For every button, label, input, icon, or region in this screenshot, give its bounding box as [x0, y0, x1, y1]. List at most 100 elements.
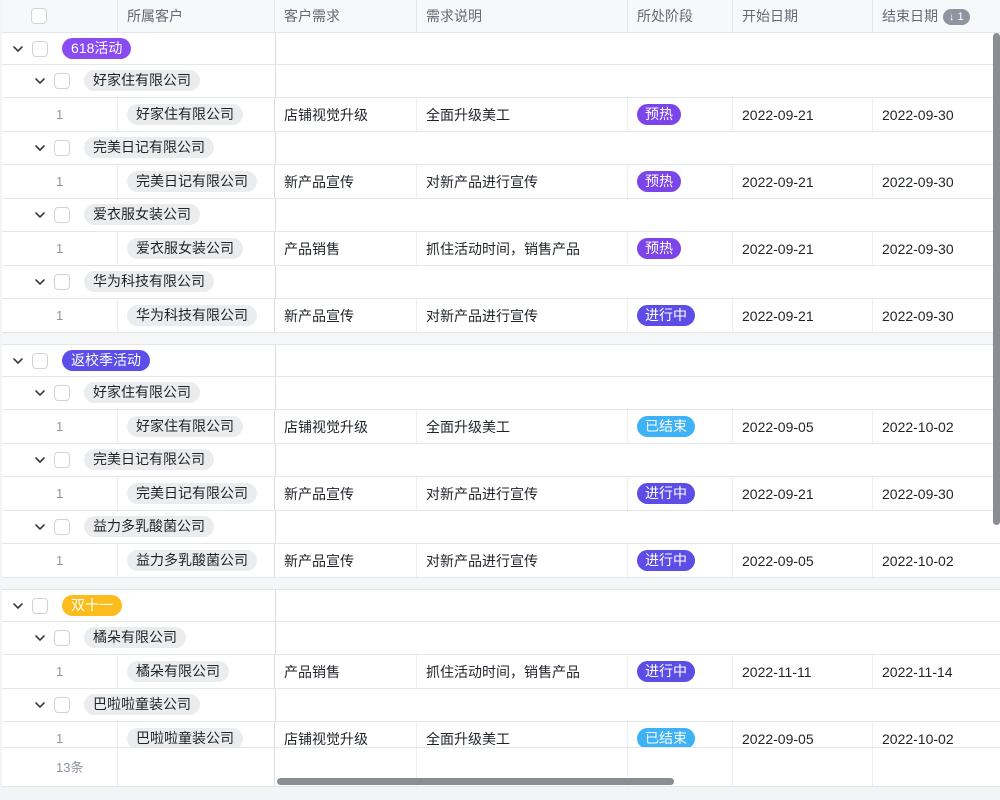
- demand-cell[interactable]: 店铺视觉升级: [275, 722, 417, 755]
- start-date-cell[interactable]: 2022-09-21: [733, 299, 873, 332]
- group-checkbox[interactable]: [32, 598, 48, 614]
- customer-cell[interactable]: 巴啦啦童装公司: [118, 722, 275, 755]
- demand-cell[interactable]: 产品销售: [275, 655, 417, 688]
- chevron-down-icon[interactable]: [33, 275, 47, 289]
- demand-cell[interactable]: 产品销售: [275, 232, 417, 265]
- horizontal-scrollbar[interactable]: [277, 778, 674, 785]
- vertical-scrollbar[interactable]: [993, 33, 1000, 525]
- chevron-down-icon[interactable]: [33, 698, 47, 712]
- description-text: 对新产品进行宣传: [426, 553, 538, 569]
- demand-cell[interactable]: 新产品宣传: [275, 299, 417, 332]
- chevron-down-icon[interactable]: [33, 520, 47, 534]
- stage-cell[interactable]: 进行中: [628, 544, 733, 577]
- description-cell[interactable]: 全面升级美工: [417, 410, 628, 443]
- customer-cell[interactable]: 完美日记有限公司: [118, 165, 275, 198]
- start-date-cell[interactable]: 2022-09-05: [733, 722, 873, 755]
- chevron-down-icon[interactable]: [11, 354, 25, 368]
- subgroup-checkbox[interactable]: [54, 697, 70, 713]
- select-all-checkbox[interactable]: [31, 8, 47, 24]
- description-cell[interactable]: 对新产品进行宣传: [417, 299, 628, 332]
- chevron-down-icon[interactable]: [33, 141, 47, 155]
- description-text: 对新产品进行宣传: [426, 174, 538, 190]
- chevron-down-icon[interactable]: [33, 74, 47, 88]
- description-cell[interactable]: 抓住活动时间，销售产品: [417, 655, 628, 688]
- customer-cell[interactable]: 华为科技有限公司: [118, 299, 275, 332]
- stage-cell[interactable]: 已结束: [628, 722, 733, 755]
- chevron-down-icon[interactable]: [11, 599, 25, 613]
- table-row[interactable]: 1 完美日记有限公司 新产品宣传 对新产品进行宣传 预热 2022-09-21 2022-0…: [2, 165, 1000, 199]
- subgroup-checkbox[interactable]: [54, 452, 70, 468]
- demand-cell[interactable]: 店铺视觉升级: [275, 410, 417, 443]
- stage-cell[interactable]: 进行中: [628, 477, 733, 510]
- demand-cell[interactable]: 店铺视觉升级: [275, 98, 417, 131]
- header-demand[interactable]: 客户需求: [275, 0, 417, 33]
- end-date-cell[interactable]: 2022-10-02: [873, 410, 1000, 443]
- description-cell[interactable]: 对新产品进行宣传: [417, 165, 628, 198]
- table-row[interactable]: 1 完美日记有限公司 新产品宣传 对新产品进行宣传 进行中 2022-09-21 2022-…: [2, 477, 1000, 511]
- stage-cell[interactable]: 预热: [628, 98, 733, 131]
- stage-cell[interactable]: 进行中: [628, 655, 733, 688]
- end-date-cell[interactable]: 2022-10-02: [873, 722, 1000, 755]
- stage-cell[interactable]: 预热: [628, 232, 733, 265]
- stage-cell[interactable]: 已结束: [628, 410, 733, 443]
- start-date-cell[interactable]: 2022-09-05: [733, 544, 873, 577]
- demand-cell[interactable]: 新产品宣传: [275, 165, 417, 198]
- table-row[interactable]: 1 好家住有限公司 店铺视觉升级 全面升级美工 已结束 2022-09-05 2022-10…: [2, 410, 1000, 444]
- customer-cell[interactable]: 橘朵有限公司: [118, 655, 275, 688]
- subgroup-checkbox[interactable]: [54, 274, 70, 290]
- subgroup-checkbox[interactable]: [54, 207, 70, 223]
- chevron-down-icon[interactable]: [33, 453, 47, 467]
- chevron-down-icon[interactable]: [33, 208, 47, 222]
- table-row[interactable]: 1 华为科技有限公司 新产品宣传 对新产品进行宣传 进行中 2022-09-21 2022-…: [2, 299, 1000, 333]
- customer-cell[interactable]: 爱衣服女装公司: [118, 232, 275, 265]
- customer-cell[interactable]: 完美日记有限公司: [118, 477, 275, 510]
- subgroup-checkbox[interactable]: [54, 73, 70, 89]
- subgroup-checkbox[interactable]: [54, 519, 70, 535]
- description-cell[interactable]: 全面升级美工: [417, 98, 628, 131]
- group-checkbox[interactable]: [32, 41, 48, 57]
- table-row[interactable]: 1 爱衣服女装公司 产品销售 抓住活动时间，销售产品 预热 2022-09-21 2022-…: [2, 232, 1000, 266]
- table-row[interactable]: 1 好家住有限公司 店铺视觉升级 全面升级美工 预热 2022-09-21 2022-09-…: [2, 98, 1000, 132]
- start-date-cell[interactable]: 2022-11-11: [733, 655, 873, 688]
- subgroup-checkbox[interactable]: [54, 630, 70, 646]
- stage-cell[interactable]: 预热: [628, 165, 733, 198]
- group-tag: 返校季活动: [62, 350, 150, 371]
- header-customer[interactable]: 所属客户: [118, 0, 275, 33]
- chevron-down-icon[interactable]: [33, 386, 47, 400]
- end-date-cell[interactable]: 2022-11-14: [873, 655, 1000, 688]
- chevron-down-icon[interactable]: [33, 631, 47, 645]
- start-date-cell[interactable]: 2022-09-05: [733, 410, 873, 443]
- table-row[interactable]: 1 益力多乳酸菌公司 新产品宣传 对新产品进行宣传 进行中 2022-09-05 2022-…: [2, 544, 1000, 578]
- description-cell[interactable]: 全面升级美工: [417, 722, 628, 755]
- demand-cell[interactable]: 新产品宣传: [275, 477, 417, 510]
- end-date-cell[interactable]: 2022-09-30: [873, 165, 1000, 198]
- header-end-date[interactable]: 结束日期 ↓ 1: [873, 0, 1000, 33]
- stage-cell[interactable]: 进行中: [628, 299, 733, 332]
- start-date-cell[interactable]: 2022-09-21: [733, 232, 873, 265]
- start-date-cell[interactable]: 2022-09-21: [733, 165, 873, 198]
- customer-cell[interactable]: 益力多乳酸菌公司: [118, 544, 275, 577]
- header-stage[interactable]: 所处阶段: [628, 0, 733, 33]
- group-checkbox[interactable]: [32, 353, 48, 369]
- customer-cell[interactable]: 好家住有限公司: [118, 410, 275, 443]
- row-index-cell: 1: [2, 299, 118, 332]
- subgroup-checkbox[interactable]: [54, 140, 70, 156]
- end-date-cell[interactable]: 2022-09-30: [873, 232, 1000, 265]
- end-date-cell[interactable]: 2022-09-30: [873, 299, 1000, 332]
- start-date-cell[interactable]: 2022-09-21: [733, 98, 873, 131]
- description-cell[interactable]: 对新产品进行宣传: [417, 477, 628, 510]
- end-date-cell[interactable]: 2022-10-02: [873, 544, 1000, 577]
- chevron-down-icon[interactable]: [11, 42, 25, 56]
- customer-cell[interactable]: 好家住有限公司: [118, 98, 275, 131]
- sort-descending-badge[interactable]: ↓ 1: [943, 9, 970, 25]
- description-cell[interactable]: 对新产品进行宣传: [417, 544, 628, 577]
- start-date-cell[interactable]: 2022-09-21: [733, 477, 873, 510]
- header-description[interactable]: 需求说明: [417, 0, 628, 33]
- description-cell[interactable]: 抓住活动时间，销售产品: [417, 232, 628, 265]
- demand-cell[interactable]: 新产品宣传: [275, 544, 417, 577]
- header-start-date[interactable]: 开始日期: [733, 0, 873, 33]
- end-date-cell[interactable]: 2022-09-30: [873, 477, 1000, 510]
- end-date-cell[interactable]: 2022-09-30: [873, 98, 1000, 131]
- subgroup-checkbox[interactable]: [54, 385, 70, 401]
- table-row[interactable]: 1 橘朵有限公司 产品销售 抓住活动时间，销售产品 进行中 2022-11-11 2022-…: [2, 655, 1000, 689]
